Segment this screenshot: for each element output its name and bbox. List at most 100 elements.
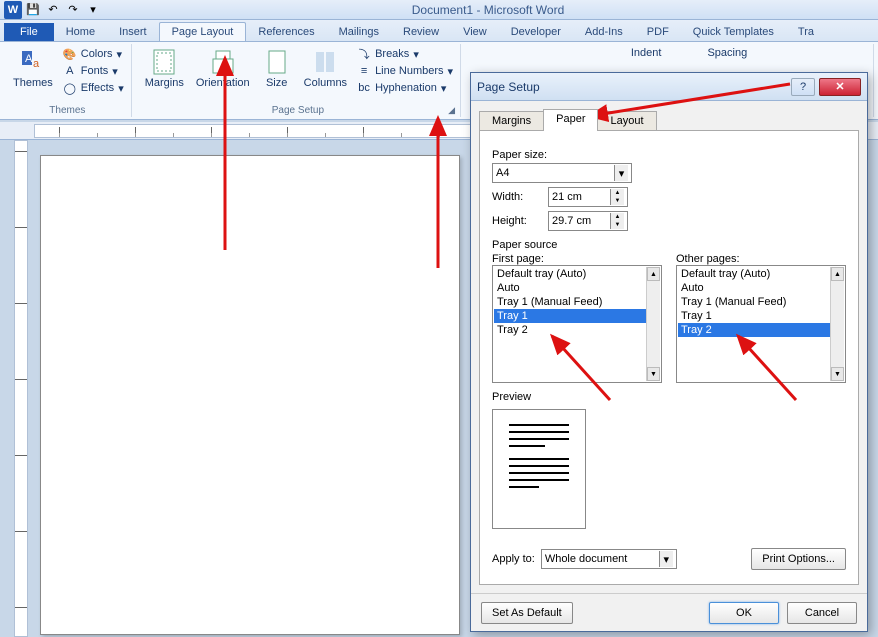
dialog-tab-paper[interactable]: Paper (543, 109, 598, 131)
spin-down-icon[interactable]: ▼ (611, 197, 624, 205)
hyphenation-icon: bc (357, 81, 371, 95)
list-item[interactable]: Auto (678, 281, 830, 295)
group-page-setup-label: Page Setup (272, 105, 324, 117)
themes-button[interactable]: Aa Themes (8, 46, 58, 91)
svg-text:A: A (25, 53, 33, 65)
scroll-down-icon[interactable]: ▼ (831, 367, 844, 381)
group-page-setup: Margins Orientation Size Columns ⤵Breaks… (136, 44, 461, 117)
other-pages-listbox[interactable]: Default tray (Auto)AutoTray 1 (Manual Fe… (676, 265, 846, 383)
tab-page-layout[interactable]: Page Layout (159, 22, 247, 41)
list-item[interactable]: Default tray (Auto) (494, 267, 646, 281)
line-numbers-button[interactable]: ≡Line Numbers ▾ (354, 63, 456, 79)
chevron-down-icon[interactable]: ▾ (614, 165, 628, 181)
tab-references[interactable]: References (246, 23, 326, 41)
scroll-down-icon[interactable]: ▼ (647, 367, 660, 381)
tab-view[interactable]: View (451, 23, 499, 41)
scrollbar[interactable]: ▲▼ (830, 267, 844, 381)
colors-icon: 🎨 (63, 47, 77, 61)
group-themes-label: Themes (49, 105, 85, 117)
tab-developer[interactable]: Developer (499, 23, 573, 41)
list-item[interactable]: Default tray (Auto) (678, 267, 830, 281)
first-page-listbox[interactable]: Default tray (Auto)AutoTray 1 (Manual Fe… (492, 265, 662, 383)
height-label: Height: (492, 215, 542, 227)
tab-mailings[interactable]: Mailings (327, 23, 391, 41)
size-button[interactable]: Size (257, 46, 297, 91)
tab-more[interactable]: Tra (786, 23, 826, 41)
scroll-up-icon[interactable]: ▲ (831, 267, 844, 281)
quick-access-toolbar: W 💾 ↶ ↷ ▾ (4, 1, 102, 19)
margins-icon (150, 48, 178, 76)
spin-up-icon[interactable]: ▲ (611, 213, 624, 221)
preview-thumbnail (492, 409, 586, 529)
list-item[interactable]: Tray 1 (494, 309, 646, 323)
other-pages-label: Other pages: (676, 253, 846, 265)
size-icon (263, 48, 291, 76)
close-button[interactable]: ✕ (819, 78, 861, 96)
list-item[interactable]: Tray 2 (678, 323, 830, 337)
fonts-button[interactable]: AFonts ▾ (60, 63, 127, 79)
ribbon-tabs: File Home Insert Page Layout References … (0, 20, 878, 42)
tab-insert[interactable]: Insert (107, 23, 159, 41)
spin-down-icon[interactable]: ▼ (611, 221, 624, 229)
line-numbers-icon: ≡ (357, 64, 371, 78)
print-options-button[interactable]: Print Options... (751, 548, 846, 570)
dialog-title: Page Setup (477, 80, 791, 94)
window-title: Document1 - Microsoft Word (102, 3, 874, 17)
fonts-icon: A (63, 64, 77, 78)
dialog-tab-margins[interactable]: Margins (479, 111, 544, 131)
file-tab[interactable]: File (4, 23, 54, 41)
help-button[interactable]: ? (791, 78, 815, 96)
columns-button[interactable]: Columns (299, 46, 352, 91)
effects-button[interactable]: ◯Effects ▾ (60, 80, 127, 96)
spacing-label: Spacing (704, 46, 750, 60)
cancel-button[interactable]: Cancel (787, 602, 857, 624)
tab-review[interactable]: Review (391, 23, 451, 41)
indent-label: Indent (628, 46, 665, 60)
margins-button[interactable]: Margins (140, 46, 189, 91)
themes-icon: Aa (19, 48, 47, 76)
document-page[interactable] (40, 155, 460, 635)
svg-text:a: a (33, 58, 40, 70)
tab-quick-templates[interactable]: Quick Templates (681, 23, 786, 41)
ok-button[interactable]: OK (709, 602, 779, 624)
colors-button[interactable]: 🎨Colors ▾ (60, 46, 127, 62)
paper-size-combo[interactable]: A4 ▾ (492, 163, 632, 183)
scroll-up-icon[interactable]: ▲ (647, 267, 660, 281)
undo-button[interactable]: ↶ (44, 1, 62, 19)
tab-addins[interactable]: Add-Ins (573, 23, 635, 41)
set-as-default-button[interactable]: Set As Default (481, 602, 573, 624)
title-bar: W 💾 ↶ ↷ ▾ Document1 - Microsoft Word (0, 0, 878, 20)
height-spinner[interactable]: 29.7 cm ▲▼ (548, 211, 628, 231)
tab-pdf[interactable]: PDF (635, 23, 681, 41)
page-setup-launcher[interactable]: ◢ (448, 105, 458, 115)
list-item[interactable]: Tray 1 (678, 309, 830, 323)
width-spinner[interactable]: 21 cm ▲▼ (548, 187, 628, 207)
apply-to-label: Apply to: (492, 553, 535, 565)
spin-up-icon[interactable]: ▲ (611, 189, 624, 197)
list-item[interactable]: Tray 1 (Manual Feed) (494, 295, 646, 309)
save-button[interactable]: 💾 (24, 1, 42, 19)
list-item[interactable]: Tray 2 (494, 323, 646, 337)
first-page-label: First page: (492, 253, 662, 265)
hyphenation-button[interactable]: bcHyphenation ▾ (354, 80, 456, 96)
group-themes: Aa Themes 🎨Colors ▾ AFonts ▾ ◯Effects ▾ … (4, 44, 132, 117)
page-setup-dialog: Page Setup ? ✕ Margins Paper Layout Pape… (470, 72, 868, 632)
vertical-ruler[interactable] (14, 140, 28, 637)
orientation-button[interactable]: Orientation (191, 46, 255, 91)
dialog-titlebar[interactable]: Page Setup ? ✕ (471, 73, 867, 101)
list-item[interactable]: Auto (494, 281, 646, 295)
dialog-tab-layout[interactable]: Layout (597, 111, 656, 131)
width-label: Width: (492, 191, 542, 203)
tab-home[interactable]: Home (54, 23, 107, 41)
apply-to-combo[interactable]: Whole document ▾ (541, 549, 677, 569)
effects-icon: ◯ (63, 81, 77, 95)
list-item[interactable]: Tray 1 (Manual Feed) (678, 295, 830, 309)
chevron-down-icon[interactable]: ▾ (659, 551, 673, 567)
orientation-icon (209, 48, 237, 76)
paper-source-label: Paper source (492, 239, 846, 251)
qat-more-button[interactable]: ▾ (84, 1, 102, 19)
dialog-body: Margins Paper Layout Paper size: A4 ▾ Wi… (471, 101, 867, 593)
scrollbar[interactable]: ▲▼ (646, 267, 660, 381)
breaks-button[interactable]: ⤵Breaks ▾ (354, 46, 456, 62)
redo-button[interactable]: ↷ (64, 1, 82, 19)
